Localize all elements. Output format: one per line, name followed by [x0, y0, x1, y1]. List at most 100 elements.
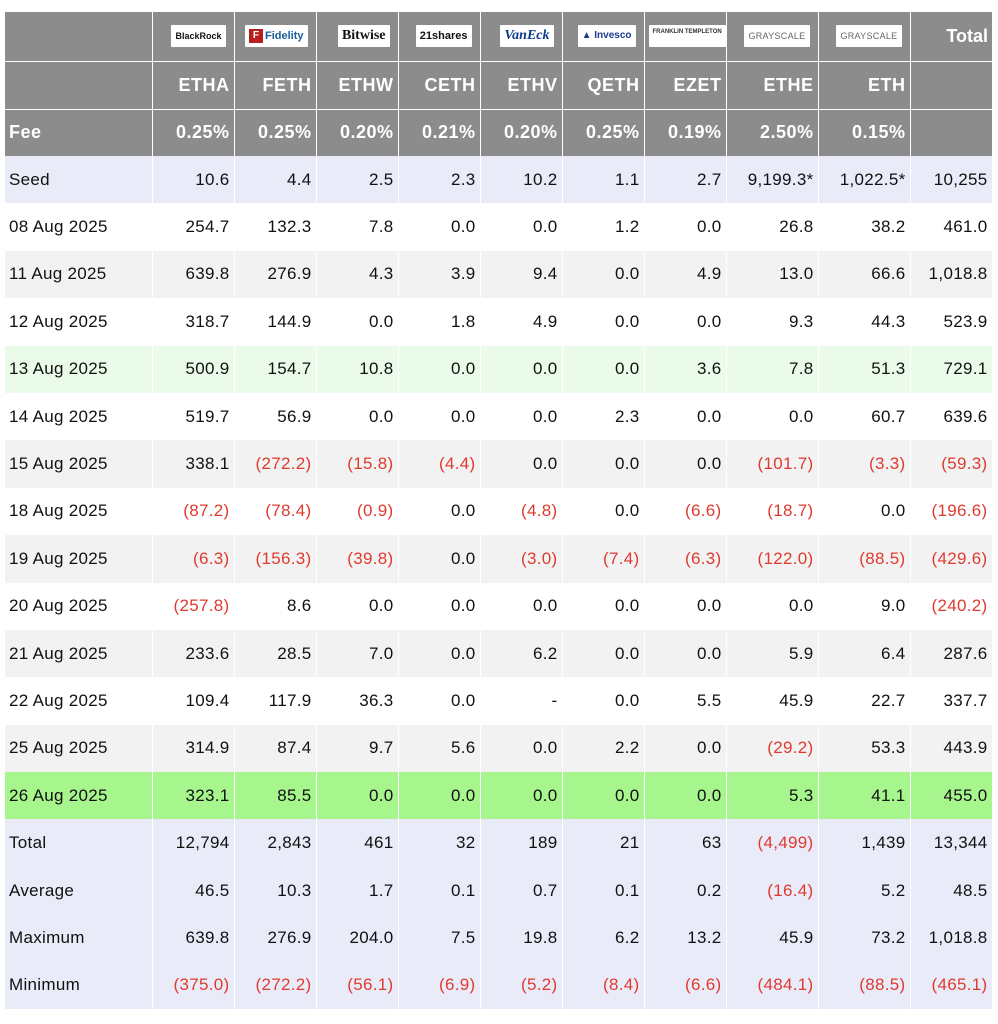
value-cell: 4.9: [480, 298, 563, 346]
provider-logo-row: BlackRock F Fidelity Bitwise 21shares Van…: [5, 12, 992, 62]
value-cell: 5.3: [726, 772, 819, 820]
value-cell: 7.8: [316, 203, 399, 251]
row-total-cell: 10,255: [910, 156, 993, 204]
franklin-templeton-logo: FRANKLIN TEMPLETON: [648, 25, 725, 48]
row-label: 25 Aug 2025: [5, 724, 153, 773]
total-header: Total: [910, 12, 992, 62]
fee-cell: 0.20%: [480, 109, 563, 156]
value-cell: 254.7: [152, 203, 235, 251]
value-cell: 0.0: [562, 345, 645, 393]
value-cell: 45.9: [726, 914, 819, 962]
table-row: 20 Aug 2025 (257.8) 8.6 0.0 0.0 0.0 0.0 0.0 0.0 9…: [5, 582, 993, 630]
value-cell: 46.5: [152, 866, 235, 915]
table-row: 19 Aug 2025 (6.3) (156.3) (39.8) 0.0 (3.0) (7.…: [5, 535, 993, 583]
value-cell: 22.7: [818, 677, 911, 725]
row-total-cell: 455.0: [910, 772, 993, 820]
fee-cell: 0.19%: [644, 109, 727, 156]
fee-label: Fee: [5, 109, 153, 156]
row-label: 14 Aug 2025: [5, 392, 153, 441]
value-cell: 87.4: [234, 724, 317, 773]
value-cell: 13.2: [644, 914, 727, 962]
value-cell: 28.5: [234, 629, 317, 678]
value-cell: 0.7: [480, 866, 563, 915]
row-label: 15 Aug 2025: [5, 440, 153, 488]
provider-logo-cell: F Fidelity: [234, 12, 317, 62]
value-cell: 0.0: [316, 772, 399, 820]
fee-total-cell: [910, 109, 992, 156]
value-cell: 2.2: [562, 724, 645, 773]
value-cell: 0.0: [644, 298, 727, 346]
row-total-cell: 337.7: [910, 677, 993, 725]
row-total-cell: 1,018.8: [910, 914, 993, 962]
row-total-cell: (196.6): [910, 487, 993, 536]
table-row: 08 Aug 2025 254.7 132.3 7.8 0.0 0.0 1.2 0.0 26.8…: [5, 203, 993, 251]
value-cell: 338.1: [152, 440, 235, 488]
value-cell: 204.0: [316, 914, 399, 962]
value-cell: 21: [562, 819, 645, 867]
value-cell: 0.2: [644, 866, 727, 915]
value-cell: 0.0: [316, 392, 399, 441]
value-cell: 0.0: [316, 582, 399, 630]
etf-flows-table-container: BlackRock F Fidelity Bitwise 21shares Van…: [5, 12, 993, 1016]
value-cell: 276.9: [234, 914, 317, 962]
value-cell: (0.9): [316, 487, 399, 536]
value-cell: 13.0: [726, 250, 819, 299]
provider-logo-cell: VanEck: [480, 12, 563, 62]
value-cell: 461: [316, 819, 399, 867]
value-cell: 53.3: [818, 724, 911, 773]
row-label: 11 Aug 2025: [5, 250, 153, 299]
ticker-row: ETHA FETH ETHW CETH ETHV QETH EZET ETHE …: [5, 61, 992, 110]
value-cell: 9.7: [316, 724, 399, 773]
provider-logo-cell: GRAYSCALE: [818, 12, 911, 62]
row-label: Seed: [5, 156, 153, 204]
value-cell: (6.6): [644, 487, 727, 536]
value-cell: 323.1: [152, 772, 235, 820]
value-cell: 2,843: [234, 819, 317, 867]
fee-cell: 0.25%: [562, 109, 645, 156]
value-cell: 0.0: [562, 298, 645, 346]
value-cell: 26.8: [726, 203, 819, 251]
21shares-logo: 21shares: [415, 25, 472, 48]
value-cell: 318.7: [152, 298, 235, 346]
value-cell: 41.1: [818, 772, 911, 820]
row-total-cell: (59.3): [910, 440, 993, 488]
row-total-cell: (429.6): [910, 535, 993, 583]
row-total-cell: 523.9: [910, 298, 993, 346]
value-cell: (6.9): [398, 961, 481, 1010]
value-cell: 0.0: [398, 487, 481, 536]
ticker-cell: FETH: [234, 61, 317, 110]
value-cell: 0.0: [562, 629, 645, 678]
table-row: Total 12,794 2,843 461 32 189 21 63 (4,499) 1,439…: [5, 819, 993, 867]
value-cell: 32: [398, 819, 481, 867]
value-cell: (3.0): [480, 535, 563, 583]
value-cell: 109.4: [152, 677, 235, 725]
value-cell: 0.0: [562, 772, 645, 820]
value-cell: (56.1): [316, 961, 399, 1010]
value-cell: 0.0: [562, 487, 645, 536]
value-cell: 0.0: [316, 298, 399, 346]
value-cell: 0.0: [480, 203, 563, 251]
fee-cell: 2.50%: [726, 109, 819, 156]
value-cell: 7.5: [398, 914, 481, 962]
value-cell: 0.0: [644, 724, 727, 773]
value-cell: 0.0: [644, 629, 727, 678]
table-row: 22 Aug 2025 109.4 117.9 36.3 0.0-0.0 5.5 45.9 2…: [5, 677, 993, 725]
value-cell: 189: [480, 819, 563, 867]
value-cell: (4.4): [398, 440, 481, 488]
value-cell: 60.7: [818, 392, 911, 441]
value-cell: 154.7: [234, 345, 317, 393]
vaneck-logo: VanEck: [500, 25, 554, 48]
table-body: Seed 10.6 4.4 2.5 2.3 10.2 1.1 2.7 9,199.3* 1,022…: [5, 156, 993, 1010]
fee-cell: 0.25%: [234, 109, 317, 156]
row-label: Average: [5, 866, 153, 915]
table-row: Average 46.5 10.3 1.7 0.1 0.7 0.1 0.2 (16.4) 5.2 4…: [5, 866, 993, 915]
value-cell: 85.5: [234, 772, 317, 820]
value-cell: (16.4): [726, 866, 819, 915]
ticker-corner-cell: [5, 61, 153, 110]
value-cell: 6.2: [480, 629, 563, 678]
value-cell: 0.0: [644, 582, 727, 630]
value-cell: 66.6: [818, 250, 911, 299]
value-cell: 36.3: [316, 677, 399, 725]
value-cell: 500.9: [152, 345, 235, 393]
value-cell: 12,794: [152, 819, 235, 867]
